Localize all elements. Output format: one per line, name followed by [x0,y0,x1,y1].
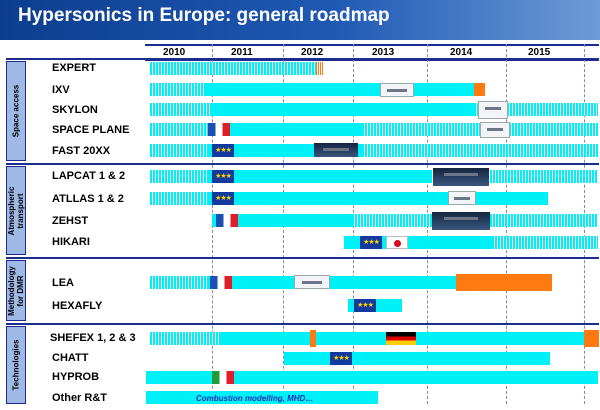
year-2013: 2013 [372,47,395,58]
vehicle-illustration [478,101,508,119]
bar-shefex-study [150,332,220,345]
group-divider [6,257,599,259]
row-label-hyprob: HYPROB [52,371,100,383]
header-band: Hypersonics in Europe: general roadmap [0,0,600,40]
row-label-expert: EXPERT [52,62,97,74]
bar-ixv-study [150,83,206,96]
milestone-shefex [310,330,316,347]
row-label-shefex: SHEFEX 1, 2 & 3 [50,332,136,344]
year-2011: 2011 [231,47,253,58]
bar-fast20xx-future [362,144,598,157]
row-label-skylon: SKYLON [52,104,98,116]
bar-lea [208,276,456,289]
eu-flag-icon: ★★★ [330,352,352,365]
page-title: Hypersonics in Europe: general roadmap [18,5,390,26]
bar-ixv [206,83,474,96]
year-2010: 2010 [163,47,186,58]
italian-flag-icon [212,371,234,384]
bar-skylon-study [150,103,210,116]
bar-other-rt [146,391,378,404]
eu-flag-icon: ★★★ [212,144,234,157]
bar-hikari-future [492,236,598,249]
group-label-space-access: Space access [6,61,26,161]
vehicle-illustration [432,212,490,230]
vehicle-illustration [433,168,489,186]
vehicle-illustration [480,122,510,138]
eu-flag-icon: ★★★ [354,299,376,312]
note-combustion: Combustion modelling, MHD… [196,394,314,403]
vehicle-illustration [314,143,358,157]
bar-chatt [284,352,550,365]
eu-flag-icon: ★★★ [360,236,382,249]
french-flag-icon [216,214,238,227]
eu-flag-icon: ★★★ [212,170,234,183]
vehicle-illustration [294,275,330,289]
milestone-expert [316,62,324,75]
group-label-methodology: Methodology for DMR [6,260,26,321]
year-2012: 2012 [301,47,324,58]
bar-skylon [210,103,474,116]
row-label-other: Other R&T [52,392,107,404]
row-label-hexafly: HEXAFLY [52,300,103,312]
bar-expert [150,62,316,75]
row-label-chatt: CHATT [52,352,89,364]
bar-space-plane-study [150,123,208,136]
row-label-space-plane: SPACE PLANE [52,124,130,136]
group-label-atmospheric-transport: Atmospheric transport [6,166,26,255]
bar-atllas [208,192,548,205]
year-2014: 2014 [450,47,473,58]
bar-hyprob [146,371,598,384]
vehicle-illustration [448,191,476,205]
vehicle-illustration [380,83,414,97]
bar-zehst [212,214,352,227]
row-label-fast20xx: FAST 20XX [52,145,111,157]
german-flag-icon [386,332,416,345]
row-label-zehst: ZEHST [52,215,89,227]
row-label-atllas: ATLLAS 1 & 2 [52,193,124,205]
group-label-technologies: Technologies [6,326,26,404]
group-divider [6,58,599,60]
french-flag-icon [210,276,232,289]
row-label-ixv: IXV [52,84,70,96]
french-flag-icon [208,123,230,136]
group-divider [6,163,599,165]
eu-flag-icon: ★★★ [212,192,234,205]
bar-lapcat [208,170,430,183]
japanese-flag-icon [386,236,408,249]
milestone-ixv [474,83,485,96]
bar-space-plane [208,123,362,136]
group-divider [6,323,599,325]
row-label-hikari: HIKARI [52,236,90,248]
row-label-lapcat: LAPCAT 1 & 2 [52,170,126,182]
year-2015: 2015 [528,47,551,58]
bar-atllas-study [150,192,208,205]
milestone-lea [456,274,552,291]
bar-fast20xx-study [150,144,208,157]
year-header: 2010 2011 2012 2013 2014 2015 [145,44,599,61]
row-label-lea: LEA [52,277,74,289]
milestone-shefex [584,330,599,347]
bar-lapcat-study [150,170,208,183]
bar-lea-study [150,276,208,289]
